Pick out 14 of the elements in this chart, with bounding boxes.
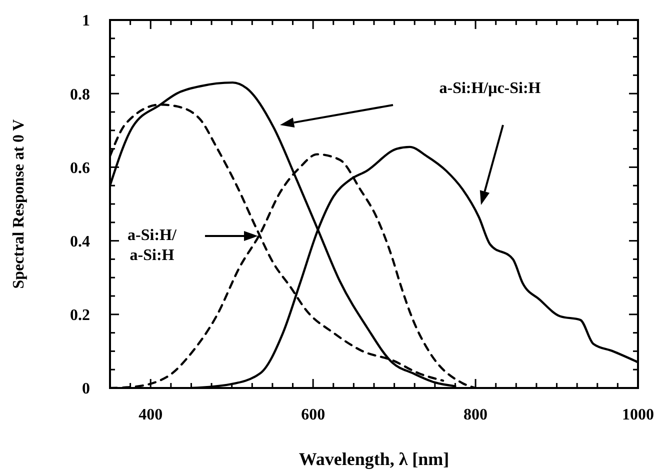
x-tick-label: 600 — [301, 406, 326, 424]
annotation: a-Si:H/μc-Si:H — [439, 80, 542, 97]
y-tick-label: 0.2 — [70, 307, 90, 324]
x-axis-title: Wavelength, λ [nm] — [298, 449, 450, 469]
x-tick-label: 1000 — [622, 406, 654, 424]
y-tick-label: 0.8 — [70, 86, 90, 104]
y-tick-label: 0 — [82, 380, 90, 398]
y-tick-label: 0.6 — [70, 160, 90, 177]
x-tick-label: 800 — [464, 406, 488, 424]
y-tick-label: 0.4 — [70, 233, 90, 250]
annotation: a-Si:H/ a-Si:H — [128, 227, 177, 264]
x-tick-label: 400 — [138, 406, 163, 424]
y-tick-label: 1 — [82, 12, 90, 30]
y-axis-title: Spectral Response at 0 V — [10, 118, 28, 289]
